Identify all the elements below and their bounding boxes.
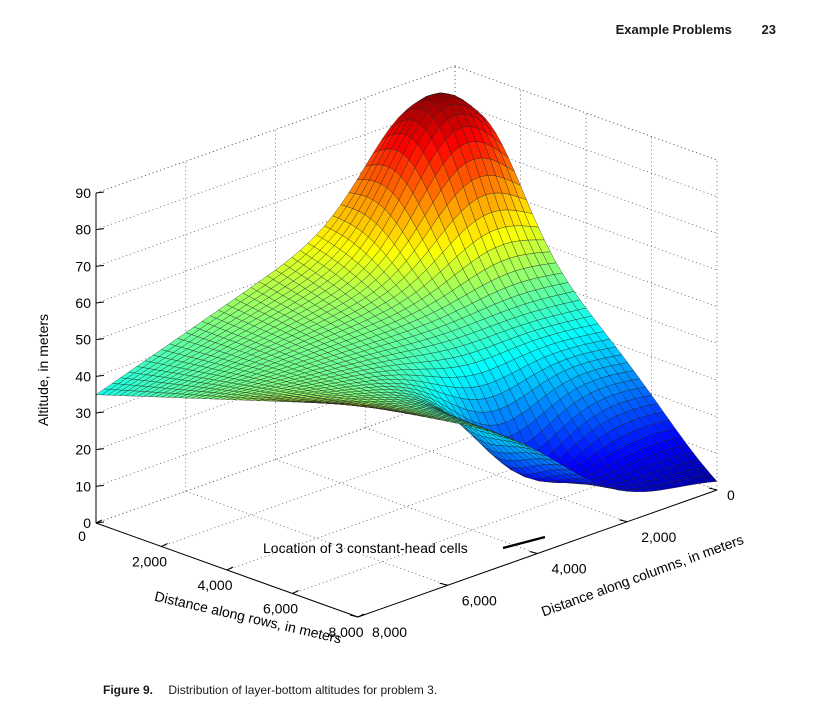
y-tick-label: 8,000 [372,624,407,640]
page-number: 23 [761,22,776,37]
z-tick-label: 80 [75,222,91,238]
z-tick-label: 30 [75,405,91,421]
x-tick-label: 0 [78,528,86,544]
surface-cell [351,403,367,407]
figure-caption-text: Distribution of layer-bottom altitudes f… [168,683,438,697]
z-tick-label: 10 [75,478,91,494]
page-header: Example Problems 23 [616,22,776,37]
surface-plot: 0 10 20 30 40 50 60 70 80 90 0 2,000 4,000 6,000 8,000… [35,65,746,647]
annotation-leader-line [502,535,546,550]
y-tick-label: 4,000 [552,561,587,577]
y-tick-label: 0 [727,487,735,503]
z-tick-label: 40 [75,368,91,384]
surface-mesh [95,92,718,492]
y-tick-label: 2,000 [641,529,676,545]
x-axis-label: Distance along rows, in meters [153,588,343,647]
axes-front: 0 10 20 30 40 50 60 70 80 90 0 2,000 4,000 6,000 8,000… [75,185,735,640]
z-tick-label: 70 [75,258,91,274]
figure-label: Figure 9. [103,683,154,697]
section-title: Example Problems [615,22,732,37]
constant-head-annotation: Location of 3 constant-head cells [263,540,468,556]
z-tick-label: 0 [83,515,91,531]
x-tick-label: 4,000 [197,577,232,593]
z-tick-label: 20 [75,442,91,458]
z-tick-label: 50 [75,332,91,348]
figure-caption: Figure 9. Distribution of layer-bottom a… [103,683,437,697]
y-tick-label: 6,000 [462,592,497,608]
x-tick-label: 8,000 [328,624,363,640]
z-tick-label: 90 [75,185,91,201]
z-tick-label: 60 [75,295,91,311]
z-axis-label: Altitude, in meters [35,314,51,426]
x-tick-label: 2,000 [132,554,167,570]
x-tick-label: 6,000 [263,601,298,617]
